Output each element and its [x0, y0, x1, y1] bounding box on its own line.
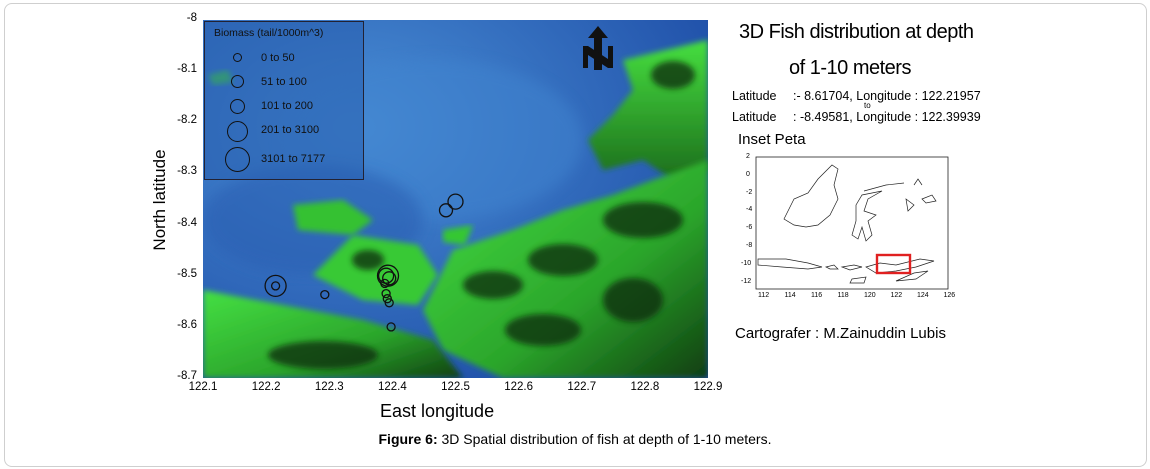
inset-y-tick-label: -4 [746, 206, 753, 214]
y-tick-label: -8 [186, 12, 197, 24]
biomass-sample-marker [264, 274, 287, 298]
x-tick-label: 122.5 [441, 381, 470, 393]
info-title-line1: 3D Fish distribution at depth [739, 21, 974, 43]
inset-x-tick-label: 116 [811, 292, 823, 299]
biomass-sample-marker [320, 289, 330, 300]
biomass-sample-marker [447, 193, 464, 210]
x-tick-label: 122.3 [314, 381, 344, 393]
legend-item: 101 to 200 [205, 97, 363, 117]
inset-y-tick-label: -10 [741, 259, 752, 267]
x-tick-label: 122.4 [377, 381, 407, 393]
biomass-sample-marker [381, 288, 391, 299]
coordinate-value: : -8.49581, Longitude : 122.39939 [793, 110, 981, 124]
inset-x-tick-label: 118 [837, 292, 849, 299]
y-tick-label: -8.1 [177, 63, 197, 76]
biomass-sample-marker [270, 281, 281, 291]
y-tick-label: -8.2 [177, 114, 197, 127]
legend-label: 0 to 50 [261, 52, 295, 64]
coordinate-label: Latitude [732, 110, 777, 124]
legend-label: 101 to 200 [261, 100, 313, 112]
inset-highlight-box [875, 253, 912, 275]
inset-map: 112 114 116 118 120 122 124 126 2 0 -2 -4 -6 -8 -10 -12 [741, 153, 955, 301]
caption-label: Figure 6: [378, 431, 438, 447]
coordinate-label: Latitude [732, 89, 777, 103]
legend-circle-icon [230, 99, 245, 114]
inset-x-tick-label: 120 [864, 292, 876, 299]
coordinate-to-label: to [864, 101, 871, 110]
inset-y-tick-label: -12 [741, 277, 752, 285]
coordinate-value: :- 8.61704, Longitude : 122.21957 [793, 89, 981, 103]
x-tick-label: 122.7 [567, 381, 597, 393]
inset-x-tick-label: 112 [758, 292, 770, 299]
y-tick-label: -8.7 [177, 370, 197, 382]
cartographer-credit: Cartografer : M.Zainuddin Lubis [735, 325, 946, 342]
legend-circle-icon [233, 53, 242, 62]
inset-y-tick-label: -2 [746, 188, 753, 196]
inset-title: Inset Peta [738, 131, 806, 148]
north-arrow-icon [583, 26, 613, 70]
x-tick-label: 122.1 [188, 381, 218, 393]
legend-item: 51 to 100 [205, 73, 363, 93]
inset-x-tick-label: 114 [784, 292, 796, 299]
legend-label: 3101 to 7177 [261, 153, 326, 165]
biomass-sample-marker [380, 278, 390, 289]
inset-x-tick-label: 122 [890, 292, 903, 299]
y-tick-label: -8.6 [177, 318, 197, 331]
legend-title: Biomass (tail/1000m^3) [214, 27, 324, 39]
x-tick-label: 122.9 [693, 381, 723, 393]
figure-caption: Figure 6: 3D Spatial distribution of fis… [0, 431, 1150, 447]
y-tick-label: -8.3 [177, 165, 197, 178]
inset-x-tick-label: 126 [943, 292, 956, 299]
biomass-sample-marker [377, 267, 395, 284]
caption-text: 3D Spatial distribution of fish at depth… [437, 431, 772, 447]
biomass-legend: Biomass (tail/1000m^3) 0 to 50 51 to 100… [204, 21, 364, 180]
legend-label: 201 to 3100 [261, 124, 320, 136]
x-tick-label: 122.2 [251, 381, 281, 393]
inset-y-tick-label: -8 [746, 242, 753, 249]
inset-x-tick-label: 124 [917, 292, 929, 299]
x-tick-label: 122.6 [504, 381, 534, 393]
bathymetry-map: Biomass (tail/1000m^3) 0 to 50 51 to 100… [203, 20, 708, 378]
legend-label: 51 to 100 [261, 76, 307, 88]
inset-y-tick-label: 2 [746, 153, 750, 160]
legend-item: 201 to 3100 [205, 120, 363, 142]
info-title-line2: of 1-10 meters [789, 57, 911, 79]
x-axis-label: East longitude [380, 401, 495, 421]
y-tick-label: -8.4 [177, 216, 197, 229]
biomass-sample-marker [386, 322, 396, 332]
biomass-sample-marker [384, 298, 394, 308]
biomass-sample-marker [438, 203, 454, 218]
y-axis-label: North latitude [150, 149, 169, 251]
y-tick-label: -8.5 [177, 267, 197, 280]
legend-item: 0 to 50 [205, 49, 363, 69]
legend-item: 3101 to 7177 [205, 146, 363, 172]
inset-map-surface [755, 156, 949, 290]
x-tick-label: 122.8 [630, 381, 660, 393]
legend-circle-icon [231, 75, 244, 88]
legend-circle-icon [225, 147, 250, 172]
inset-y-tick-label: 0 [746, 170, 750, 178]
inset-y-tick-label: -6 [746, 224, 753, 232]
legend-circle-icon [227, 121, 248, 142]
